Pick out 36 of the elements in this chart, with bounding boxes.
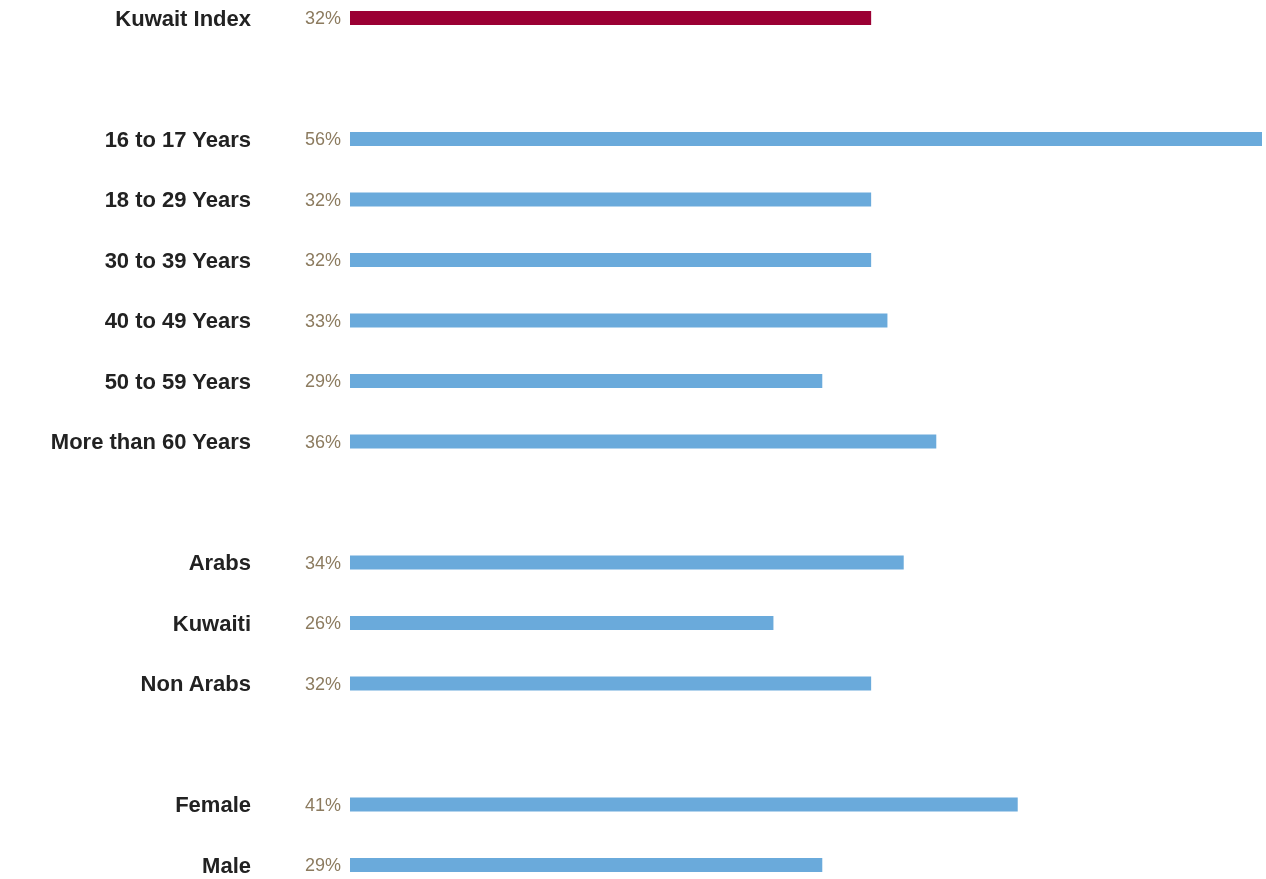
y-tick-label: 18 to 29 Years (104, 187, 251, 213)
bar (350, 797, 1018, 812)
y-tick-label: Kuwaiti (172, 610, 251, 636)
data-label: 32% (304, 189, 341, 210)
data-label: 29% (304, 371, 341, 392)
y-tick-label: Male (202, 852, 251, 878)
bar (350, 374, 823, 388)
bar (350, 676, 872, 691)
data-label: 56% (304, 129, 341, 150)
y-tick-label: Non Arabs (140, 671, 251, 697)
bar (350, 858, 823, 872)
data-label: 32% (304, 673, 341, 694)
bar (350, 253, 872, 267)
data-label: 36% (304, 431, 341, 452)
bar (350, 313, 888, 328)
y-tick-label: 40 to 49 Years (104, 308, 251, 334)
data-label: 29% (304, 855, 341, 876)
data-label: 26% (304, 613, 341, 634)
data-label: 41% (304, 794, 341, 815)
y-tick-label: Kuwait Index (115, 5, 252, 31)
data-label: 33% (304, 310, 341, 331)
bar (350, 434, 937, 449)
bar (350, 11, 872, 25)
data-label: 32% (304, 250, 341, 271)
bar (350, 555, 904, 570)
y-tick-label: 16 to 17 Years (104, 126, 251, 152)
y-tick-label: Female (175, 792, 251, 818)
y-tick-label: Arabs (188, 550, 251, 576)
data-label: 32% (304, 8, 341, 29)
y-tick-label: More than 60 Years (50, 429, 251, 455)
y-tick-label: 50 to 59 Years (104, 368, 251, 394)
bar (350, 616, 774, 630)
bar (350, 192, 872, 207)
bar (350, 132, 1262, 146)
data-label: 34% (304, 552, 341, 573)
y-tick-label: 30 to 39 Years (104, 247, 251, 273)
